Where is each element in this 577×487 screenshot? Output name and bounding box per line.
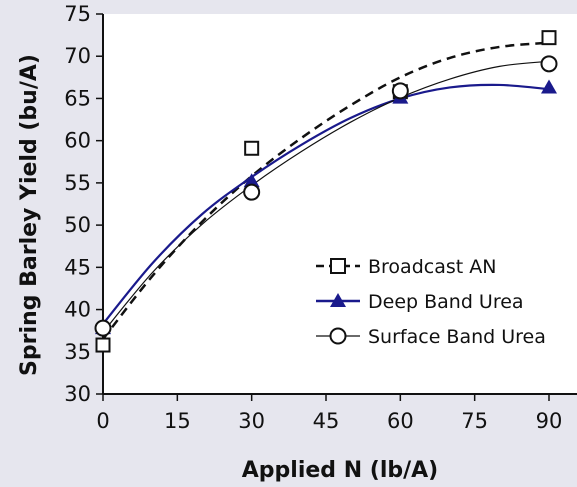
y-tick-label: 50 bbox=[64, 213, 91, 237]
x-axis-title: Applied N (lb/A) bbox=[242, 458, 438, 483]
x-tick-label: 15 bbox=[164, 409, 191, 433]
fit-line bbox=[102, 60, 550, 333]
data-point bbox=[243, 183, 261, 201]
series-surface-band-urea bbox=[102, 60, 550, 333]
y-tick-label: 40 bbox=[64, 298, 91, 322]
triangle-marker-icon bbox=[330, 293, 346, 307]
fit-line bbox=[102, 83, 550, 325]
legend: Broadcast AN Deep Band Urea Surface Band… bbox=[316, 256, 546, 348]
data-point bbox=[243, 173, 260, 188]
circle-marker-icon bbox=[329, 327, 347, 345]
legend-item-surface-band-urea: Surface Band Urea bbox=[316, 326, 546, 348]
x-tick-label: 90 bbox=[536, 409, 563, 433]
x-tick-label: 75 bbox=[461, 409, 488, 433]
x-tick-label: 45 bbox=[313, 409, 340, 433]
y-tick-label: 35 bbox=[64, 340, 91, 364]
data-point bbox=[540, 55, 558, 73]
legend-label-surface-band-urea: Surface Band Urea bbox=[368, 326, 546, 348]
legend-item-deep-band-urea: Deep Band Urea bbox=[316, 291, 524, 313]
series-deep-band-urea bbox=[102, 83, 550, 325]
legend-item-broadcast-an: Broadcast AN bbox=[316, 256, 496, 278]
y-tick-label: 30 bbox=[64, 382, 91, 406]
x-tick-label: 60 bbox=[387, 409, 414, 433]
y-axis-title: Spring Barley Yield (bu/A) bbox=[17, 54, 42, 376]
data-point bbox=[541, 30, 557, 46]
markers-surface-band-urea bbox=[94, 55, 558, 337]
data-point bbox=[95, 337, 111, 353]
y-tick-label: 70 bbox=[64, 44, 91, 68]
x-axis-ticks: 0 15 30 45 60 75 90 bbox=[96, 394, 562, 433]
data-point bbox=[541, 79, 557, 94]
legend-label-deep-band-urea: Deep Band Urea bbox=[368, 291, 524, 313]
data-point bbox=[391, 82, 409, 100]
data-point bbox=[244, 140, 260, 156]
y-tick-label: 65 bbox=[64, 86, 91, 110]
series-broadcast-an bbox=[102, 41, 550, 340]
square-marker-icon bbox=[330, 258, 346, 274]
x-tick-label: 0 bbox=[96, 409, 109, 433]
y-tick-label: 60 bbox=[64, 129, 91, 153]
data-point bbox=[94, 319, 112, 337]
y-tick-label: 75 bbox=[64, 2, 91, 26]
x-tick-label: 30 bbox=[238, 409, 265, 433]
y-axis-ticks: 30 35 40 45 50 55 60 65 70 75 bbox=[64, 2, 103, 406]
y-tick-label: 55 bbox=[64, 171, 91, 195]
fit-line bbox=[102, 41, 550, 340]
legend-label-broadcast-an: Broadcast AN bbox=[368, 256, 496, 278]
y-tick-label: 45 bbox=[64, 255, 91, 279]
